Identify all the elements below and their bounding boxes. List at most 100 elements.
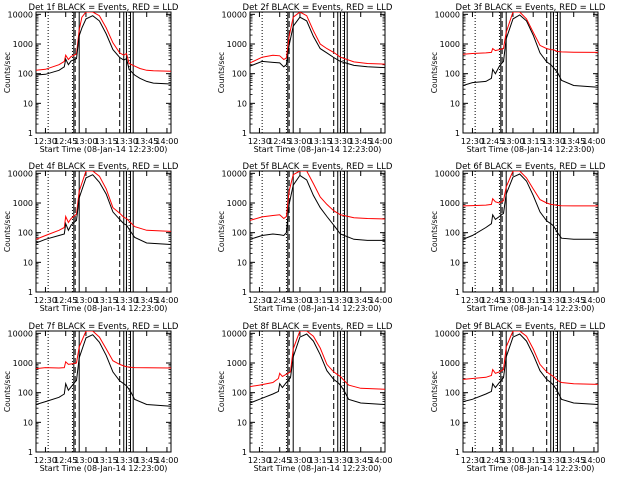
series-group [250,171,385,241]
x-tick-label: 13:00 [74,456,97,465]
x-tick-label: 13:30 [329,456,352,465]
x-tick-label: 12:45 [481,296,504,305]
x-tick-label: 13:30 [115,296,138,305]
y-tick-label: 1000 [440,359,460,368]
chart-panel-2: 1 10 100 1000 10000 12:3012:4513:0013:1513:30… [217,3,393,154]
x-tick-label: 14:00 [582,296,605,305]
series-line-events [463,333,598,405]
series-line-lld [250,331,385,390]
x-tick-label: 13:45 [135,456,158,465]
chart-panel-6: 1 10 100 1000 10000 12:3012:4513:0013:1513:30… [430,162,606,313]
y-tick-label: 100 [445,229,460,238]
y-tick-label: 1000 [227,199,247,208]
y-tick-label: 10 [23,99,33,108]
series-line-lld [463,171,598,207]
series-line-events [463,173,598,240]
y-tick-label: 100 [445,70,460,79]
chart-panel-5: 1 10 100 1000 10000 12:3012:4513:0013:1513:30… [217,162,393,313]
event-markers [47,331,134,452]
series-line-events [36,334,171,407]
x-tick-label: 14:00 [582,137,605,146]
chart-title: Det 1f BLACK = Events, RED = LLD [29,3,179,13]
y-tick-label: 10000 [222,10,247,19]
series-line-lld [36,331,171,370]
y-tick-label: 100 [232,389,247,398]
event-markers [261,171,348,292]
y-tick-label: 10 [450,99,460,108]
event-markers [261,12,348,133]
x-axis-label: Start Time (08-Jan-14 12:23:00) [467,464,595,473]
chart-title: Det 9f BLACK = Events, RED = LLD [456,322,606,332]
y-tick-label: 1000 [13,199,33,208]
series-group [250,331,385,405]
chart-title: Det 7f BLACK = Events, RED = LLD [29,322,179,332]
x-axis-label: Start Time (08-Jan-14 12:23:00) [40,304,168,313]
x-tick-label: 13:30 [115,456,138,465]
x-tick-label: 12:45 [54,456,77,465]
chart-title: Det 8f BLACK = Events, RED = LLD [243,322,393,332]
x-tick-label: 13:45 [562,456,585,465]
series-group [36,331,171,407]
y-tick-label: 10 [237,99,247,108]
y-tick-label: 100 [18,70,33,79]
series-line-events [250,174,385,241]
x-tick-label: 14:00 [582,456,605,465]
series-line-lld [36,12,171,72]
y-tick-label: 10000 [435,10,460,19]
x-tick-label: 12:45 [54,137,77,146]
x-tick-label: 12:45 [268,296,291,305]
x-tick-label: 13:45 [562,137,585,146]
x-tick-label: 13:30 [329,137,352,146]
chart-title: Det 5f BLACK = Events, RED = LLD [243,162,393,172]
y-tick-label: 100 [18,389,33,398]
x-tick-label: 13:00 [501,456,524,465]
y-axis-label: Counts/sec [217,371,226,412]
chart-title: Det 6f BLACK = Events, RED = LLD [456,162,606,172]
event-markers [474,12,561,133]
x-tick-label: 14:00 [155,296,178,305]
y-tick-label: 10000 [435,329,460,338]
event-markers [474,331,561,452]
y-tick-label: 10000 [8,329,33,338]
x-tick-label: 13:30 [542,137,565,146]
y-tick-label: 10 [23,418,33,427]
event-markers [474,171,561,292]
x-tick-label: 13:45 [135,296,158,305]
chart-panel-1: 1 10 100 1000 10000 12:3012:4513:0013:1513:30… [3,3,179,154]
y-tick-label: 1 [28,448,33,457]
x-tick-label: 12:45 [54,296,77,305]
y-tick-label: 1 [455,448,460,457]
y-tick-label: 100 [232,70,247,79]
x-tick-label: 12:30 [461,296,484,305]
plot-frame [35,170,172,293]
x-tick-label: 14:00 [369,137,392,146]
y-tick-label: 10000 [8,10,33,19]
plot-frame [462,11,599,134]
x-tick-label: 13:30 [542,456,565,465]
plot-frame [249,11,386,134]
y-tick-label: 10000 [222,329,247,338]
series-group [36,171,171,245]
x-tick-label: 13:15 [95,137,118,146]
y-tick-label: 10000 [222,169,247,178]
x-tick-label: 13:30 [542,296,565,305]
y-tick-label: 100 [445,389,460,398]
y-tick-label: 1000 [440,40,460,49]
chart-panel-9: 1 10 100 1000 10000 12:3012:4513:0013:1513:30… [430,322,606,473]
series-line-lld [36,171,171,240]
x-tick-label: 13:00 [288,137,311,146]
chart-panel-3: 1 10 100 1000 10000 12:3012:4513:0013:1513:30… [430,3,606,154]
y-tick-label: 1 [28,129,33,138]
x-tick-label: 13:45 [349,296,372,305]
chart-title: Det 2f BLACK = Events, RED = LLD [243,3,393,13]
event-markers [261,331,348,452]
y-axis-label: Counts/sec [217,52,226,93]
x-tick-label: 13:15 [309,296,332,305]
y-axis-label: Counts/sec [3,211,12,252]
x-axis-label: Start Time (08-Jan-14 12:23:00) [254,145,382,154]
y-axis-label: Counts/sec [430,52,439,93]
chart-title: Det 3f BLACK = Events, RED = LLD [456,3,606,13]
y-tick-label: 1 [242,448,247,457]
x-tick-label: 13:00 [74,296,97,305]
x-tick-label: 13:00 [74,137,97,146]
